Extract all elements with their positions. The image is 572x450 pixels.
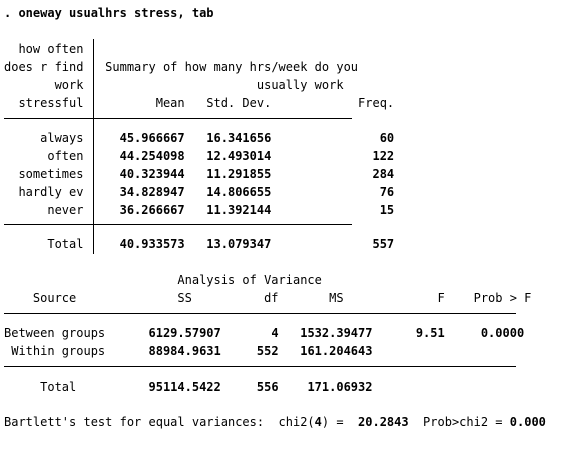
command-line: . oneway usualhrs stress, tab	[4, 6, 214, 20]
row-var-label: how often	[4, 42, 91, 56]
summary-row: always 45.966667 16.341656 60	[4, 131, 395, 145]
anova-header-rule	[4, 313, 516, 314]
bartlett-test-line: Bartlett's test for equal variances: chi…	[4, 415, 546, 429]
anova-headers: Source SS df MS F Prob > F	[4, 291, 532, 305]
summary-header-rule	[4, 118, 352, 119]
summary-vertical-rule	[93, 39, 94, 254]
anova-total-rule	[4, 366, 516, 367]
row-var-label: does r find Summary of how many hrs/week…	[4, 60, 359, 74]
summary-row: often 44.254098 12.493014 122	[4, 149, 395, 163]
row-var-label: work usually work	[4, 78, 344, 92]
column-headers: stressful Mean Std. Dev. Freq.	[4, 96, 395, 110]
anova-row: Between groups 6129.57907 4 1532.39477 9…	[4, 326, 525, 340]
anova-title: Analysis of Variance	[4, 273, 322, 287]
anova-row: Within groups 88984.9631 552 161.204643	[4, 344, 525, 358]
summary-total-row: Total 40.933573 13.079347 557	[4, 237, 395, 251]
summary-row: never 36.266667 11.392144 15	[4, 203, 395, 217]
summary-row: hardly ev 34.828947 14.806655 76	[4, 185, 395, 199]
anova-total-row: Total 95114.5422 556 171.06932	[4, 380, 373, 394]
summary-row: sometimes 40.323944 11.291855 284	[4, 167, 395, 181]
summary-total-rule	[4, 224, 352, 225]
